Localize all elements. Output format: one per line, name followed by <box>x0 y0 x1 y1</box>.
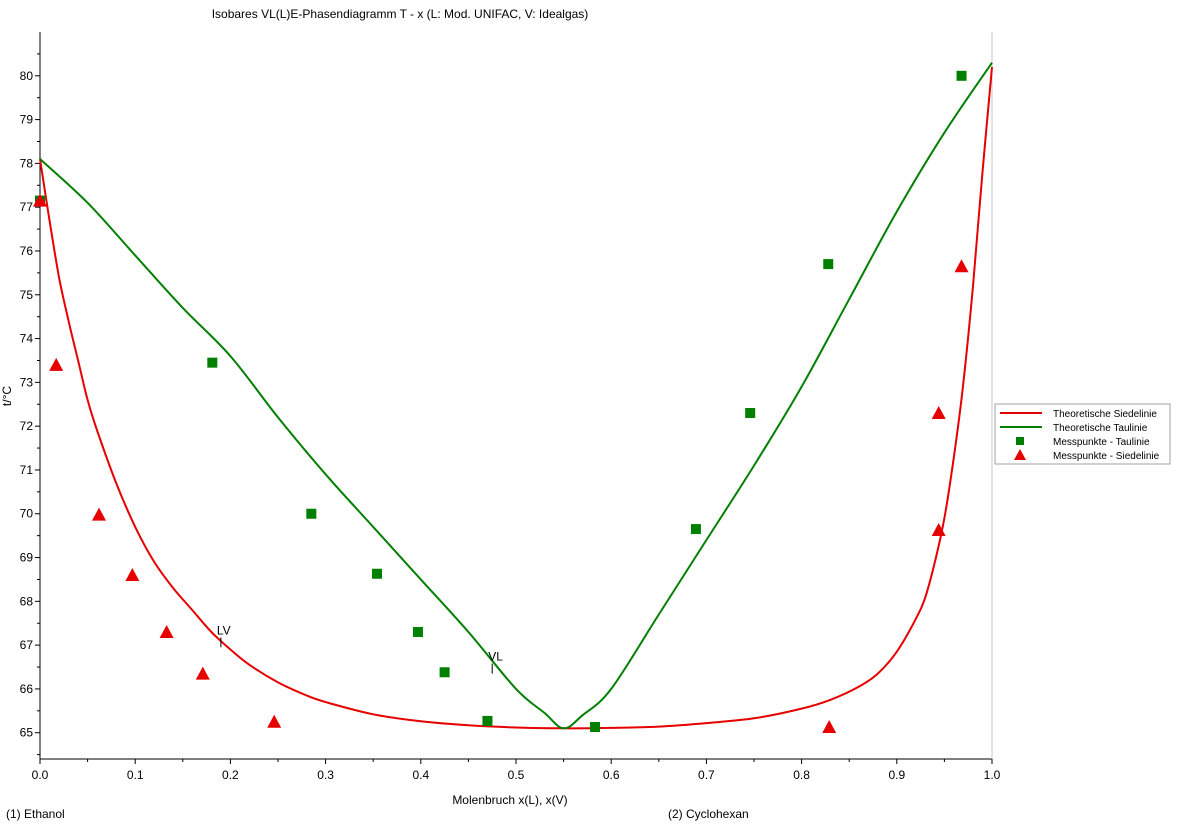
boiling-point-marker <box>931 522 946 536</box>
y-ticks: 65 66 67 68 69 70 71 72 73 74 75 76 77 78 79 80 <box>20 53 40 756</box>
y-axis-label: t/°C <box>0 386 14 406</box>
boiling-point-marker <box>195 666 210 680</box>
series-markers <box>33 70 969 734</box>
series-line-0 <box>39 66 993 730</box>
y-tick-label: 76 <box>20 244 34 258</box>
boiling-point-marker <box>267 714 282 728</box>
x-axis-label: Molenbruch x(L), x(V) <box>452 793 567 807</box>
annotations: LV VL <box>217 623 503 674</box>
y-tick-label: 72 <box>20 419 34 433</box>
y-tick-label: 80 <box>20 69 34 83</box>
boiling-point-marker <box>92 507 107 521</box>
dew-point-marker <box>956 70 967 81</box>
legend-swatch-square <box>1016 437 1024 445</box>
y-tick-label: 65 <box>20 726 34 740</box>
x-tick-label: 1.0 <box>984 768 1001 782</box>
plot-area <box>40 32 992 759</box>
y-tick-label: 70 <box>20 507 34 521</box>
boiling-point-marker <box>125 568 140 582</box>
y-tick-label: 69 <box>20 551 34 565</box>
series-lines <box>39 62 993 730</box>
boiling-point-marker <box>159 624 174 638</box>
x-tick-label: 0.0 <box>32 768 49 782</box>
legend-label: Messpunkte - Taulinie <box>1053 437 1150 448</box>
legend: Theoretische Siedelinie Theoretische Taul… <box>994 403 1171 465</box>
boiling-point-marker <box>931 406 946 420</box>
y-tick-label: 75 <box>20 288 34 302</box>
x-tick-label: 0.3 <box>317 768 334 782</box>
x-ticks: 0.0 0.1 0.2 0.3 0.4 0.5 0.6 0.7 0.8 0.9 1.0 <box>32 759 1001 782</box>
annotation-label: LV <box>217 623 231 637</box>
boiling-point-marker <box>822 720 837 734</box>
x-tick-label: 0.9 <box>888 768 905 782</box>
y-tick-label: 71 <box>20 463 34 477</box>
component-right-label: (2) Cyclohexan <box>668 807 749 821</box>
x-tick-label: 0.5 <box>508 768 525 782</box>
dew-point-marker <box>372 568 383 579</box>
y-tick-label: 74 <box>20 332 34 346</box>
boiling-point-marker <box>33 193 47 207</box>
x-tick-label: 0.1 <box>127 768 144 782</box>
y-tick-label: 67 <box>20 638 34 652</box>
dew-point-marker <box>690 524 701 535</box>
dew-point-marker <box>745 408 756 419</box>
y-tick-label: 79 <box>20 113 34 127</box>
x-tick-label: 0.6 <box>603 768 620 782</box>
chart-title: Isobares VL(L)E-Phasendiagramm T - x (L:… <box>212 7 589 21</box>
legend-label: Theoretische Taulinie <box>1053 423 1148 434</box>
boiling-point-marker <box>954 259 969 273</box>
legend-label: Theoretische Siedelinie <box>1053 409 1157 420</box>
x-tick-label: 0.8 <box>793 768 810 782</box>
dew-point-marker <box>482 715 493 726</box>
legend-swatch-triangle <box>1014 449 1026 460</box>
x-tick-label: 0.2 <box>222 768 239 782</box>
y-tick-label: 77 <box>20 200 34 214</box>
dew-point-marker <box>306 508 317 519</box>
dew-point-marker <box>823 259 834 270</box>
series-line-1 <box>39 62 993 730</box>
legend-label: Messpunkte - Siedelinie <box>1053 451 1160 462</box>
boiling-point-marker <box>49 357 64 371</box>
y-tick-label: 78 <box>20 156 34 170</box>
component-left-label: (1) Ethanol <box>6 807 65 821</box>
dew-point-marker <box>590 722 601 733</box>
annotation-label: VL <box>488 650 503 664</box>
x-tick-label: 0.7 <box>698 768 715 782</box>
y-tick-label: 66 <box>20 682 34 696</box>
y-tick-label: 73 <box>20 375 34 389</box>
x-tick-label: 0.4 <box>412 768 429 782</box>
dew-point-marker <box>207 357 218 368</box>
dew-point-marker <box>412 626 423 637</box>
y-tick-label: 68 <box>20 594 34 608</box>
dew-point-marker <box>439 667 450 678</box>
